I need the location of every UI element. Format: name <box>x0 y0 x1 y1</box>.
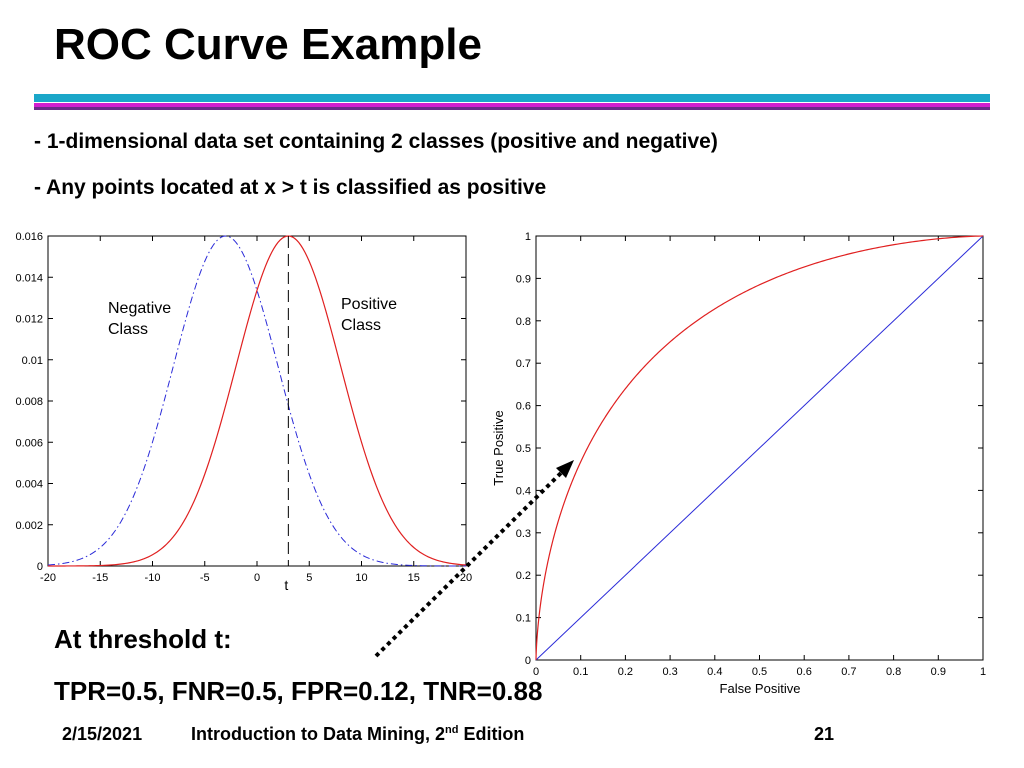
y-tick-label: 0.008 <box>15 396 43 408</box>
header-bar-purple <box>34 107 990 110</box>
roc-y-tick-label: 0.1 <box>516 613 531 625</box>
y-tick-label: 0 <box>37 561 43 573</box>
footer-course-prefix: Introduction to Data Mining, 2 <box>191 724 445 744</box>
x-tick-label: -15 <box>92 572 108 584</box>
distribution-axis-ticks: -20 -15 -10 -5 0 5 10 15 20 0 0.002 0.004 0.006 0.008… <box>15 231 472 584</box>
x-tick-label: -5 <box>200 572 210 584</box>
positive-class-curve <box>48 235 467 567</box>
roc-y-tick-label: 0.9 <box>516 273 531 285</box>
header-bar-blue <box>34 94 990 102</box>
roc-chart: 0 0.1 0.2 0.3 0.4 0.5 0.6 0.7 0.8 0.9 1 0 0.1 0.2 0.3 0… <box>491 231 986 696</box>
roc-curve <box>535 235 984 660</box>
threshold-label: t <box>284 577 288 593</box>
bullet-classification-rule: - Any points located at x > t is classif… <box>34 176 547 199</box>
footer-page-number: 21 <box>814 724 835 744</box>
x-tick-label: 20 <box>460 572 472 584</box>
x-tick-label: -10 <box>145 572 161 584</box>
footer-course-suffix: Edition <box>458 724 525 744</box>
roc-x-tick-label: 0.4 <box>707 666 722 678</box>
roc-y-tick-label: 0.3 <box>516 528 531 540</box>
y-tick-label: 0.014 <box>15 272 43 284</box>
footer-date: 2/15/2021 <box>62 724 143 744</box>
x-tick-label: 15 <box>408 572 420 584</box>
negative-class-label-line1: Negative <box>108 300 171 317</box>
arrow-head-icon <box>556 460 574 478</box>
y-tick-label: 0.01 <box>22 355 43 367</box>
y-tick-label: 0.012 <box>15 314 43 326</box>
x-tick-label: 0 <box>254 572 260 584</box>
distribution-chart: -20 -15 -10 -5 0 5 10 15 20 0 0.002 0.004 0.006 0.008… <box>15 231 472 593</box>
roc-y-axis-label: True Positive <box>491 410 506 485</box>
threshold-to-roc-arrow <box>374 460 574 658</box>
roc-y-tick-label: 0.6 <box>516 401 531 413</box>
y-tick-label: 0.006 <box>15 437 43 449</box>
y-tick-label: 0.004 <box>15 479 43 491</box>
distribution-plot-frame <box>47 235 467 567</box>
roc-x-tick-label: 0 <box>533 666 539 678</box>
y-tick-label: 0.002 <box>15 520 43 532</box>
roc-y-tick-label: 0.7 <box>516 358 531 370</box>
roc-y-tick-label: 1 <box>525 231 531 243</box>
roc-x-axis-label: False Positive <box>720 681 801 696</box>
roc-x-tick-label: 0.6 <box>797 666 812 678</box>
y-tick-label: 0.016 <box>15 231 43 243</box>
roc-x-tick-label: 0.9 <box>931 666 946 678</box>
footer-course: Introduction to Data Mining, 2nd Edition <box>191 724 524 745</box>
roc-x-tick-label: 0.8 <box>886 666 901 678</box>
x-tick-label: 10 <box>355 572 367 584</box>
negative-class-label-line2: Class <box>108 321 148 338</box>
roc-y-tick-label: 0.8 <box>516 316 531 328</box>
roc-y-tick-label: 0.2 <box>516 570 531 582</box>
x-tick-label: 5 <box>306 572 312 584</box>
roc-x-tick-label: 0.7 <box>841 666 856 678</box>
threshold-metrics: TPR=0.5, FNR=0.5, FPR=0.12, TNR=0.88 <box>54 676 543 706</box>
positive-class-label-line1: Positive <box>341 296 397 313</box>
roc-y-tick-label: 0 <box>525 655 531 667</box>
slide-title: ROC Curve Example <box>54 20 482 69</box>
positive-class-label-line2: Class <box>341 317 381 334</box>
header-bar-magenta <box>34 103 990 107</box>
x-tick-label: -20 <box>40 572 56 584</box>
roc-x-tick-label: 0.5 <box>752 666 767 678</box>
roc-y-tick-label: 0.5 <box>516 443 531 455</box>
roc-x-tick-label: 0.2 <box>618 666 633 678</box>
roc-diagonal-line <box>535 235 984 661</box>
roc-x-tick-label: 0.3 <box>662 666 677 678</box>
roc-y-tick-label: 0.4 <box>516 485 531 497</box>
roc-x-tick-label: 0.1 <box>573 666 588 678</box>
negative-class-curve <box>47 235 466 567</box>
roc-axis-ticks: 0 0.1 0.2 0.3 0.4 0.5 0.6 0.7 0.8 0.9 1 0 0.1 0.2 0.3 0… <box>516 231 986 678</box>
threshold-heading: At threshold t: <box>54 624 232 654</box>
bullet-dataset: - 1-dimensional data set containing 2 cl… <box>34 130 718 153</box>
footer-course-sup: nd <box>444 724 459 736</box>
roc-x-tick-label: 1 <box>980 666 986 678</box>
